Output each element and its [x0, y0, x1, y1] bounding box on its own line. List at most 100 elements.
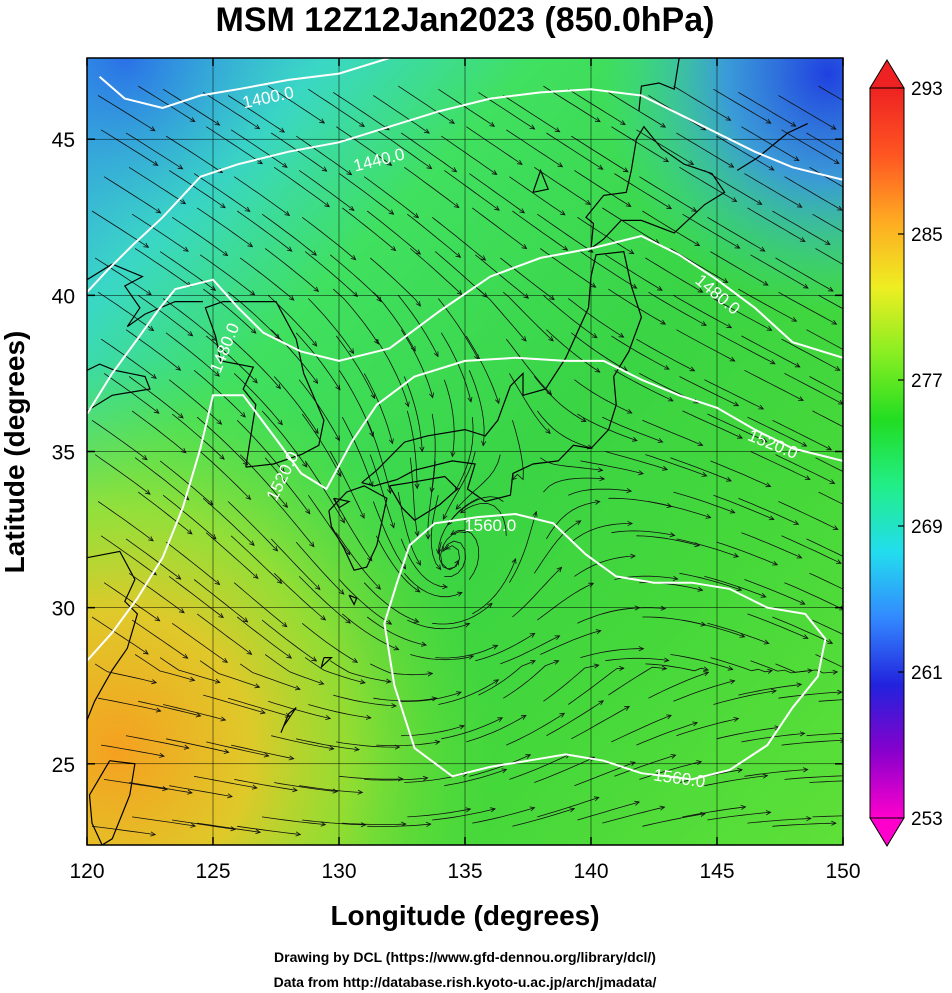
streamline-arrowhead [620, 120, 626, 126]
streamline-arrowhead [433, 351, 439, 358]
streamline [738, 288, 797, 322]
streamline-arrowhead [758, 404, 765, 410]
streamline [100, 129, 159, 166]
streamline [162, 88, 220, 126]
streamline-arrowhead [345, 549, 351, 556]
streamline [369, 257, 421, 307]
streamline-arrowhead [765, 482, 772, 488]
streamline-arrowhead [760, 592, 767, 598]
streamline-arrowhead [525, 754, 532, 759]
streamline-arrowhead [545, 428, 551, 435]
streamline [163, 704, 226, 721]
streamline [304, 657, 365, 684]
streamline [171, 622, 228, 663]
streamline-arrowhead [350, 255, 357, 261]
streamline [338, 370, 374, 437]
streamline-arrowhead [865, 730, 870, 734]
streamline-arrowhead [694, 241, 701, 247]
streamline [301, 216, 356, 261]
streamline [713, 494, 775, 520]
streamline-arrowhead [189, 676, 196, 682]
streamline-arrowhead [511, 474, 517, 481]
streamline-arrowhead [729, 508, 736, 514]
streamline [571, 706, 630, 740]
colorbar-tick-label: 269 [911, 517, 943, 538]
streamline [364, 777, 428, 781]
streamline-arrowhead [190, 822, 197, 828]
streamline [407, 213, 461, 258]
streamline [772, 616, 833, 644]
streamline-arrowhead [729, 356, 736, 362]
streamline [670, 654, 733, 670]
streamline [460, 502, 507, 536]
streamline-arrowhead [313, 378, 319, 385]
streamline-arrowhead [454, 559, 460, 566]
streamline-arrowhead [546, 389, 553, 396]
streamline [438, 679, 499, 705]
streamline [509, 176, 566, 216]
streamline [747, 613, 808, 639]
streamline [97, 501, 154, 542]
streamline [193, 579, 248, 623]
streamline-arrowhead [386, 160, 393, 166]
streamline [546, 700, 604, 737]
streamline [407, 808, 471, 818]
streamline-arrowhead [311, 656, 318, 662]
streamline [233, 582, 288, 628]
streamline-arrowhead [302, 461, 308, 468]
streamline-arrowhead [595, 629, 602, 635]
streamline [738, 92, 796, 127]
streamline [264, 654, 324, 685]
streamline [505, 338, 552, 395]
streamline-arrowhead [425, 534, 431, 540]
streamline-arrowhead [386, 619, 393, 625]
streamline [274, 782, 338, 792]
streamline-arrowhead [254, 683, 261, 689]
streamline-arrowhead [489, 121, 496, 127]
streamline [614, 173, 672, 210]
streamline [299, 785, 363, 793]
streamline-arrowhead [332, 788, 339, 794]
streamline [716, 541, 778, 566]
streamline-arrowhead [726, 323, 733, 329]
coastline [585, 125, 726, 249]
streamline [230, 338, 281, 389]
streamline [806, 538, 843, 557]
streamline-arrowhead [733, 401, 740, 407]
streamline [704, 775, 768, 787]
streamline-arrowhead [309, 541, 315, 548]
streamline-arrowhead [634, 800, 641, 806]
streamline-arrowhead [187, 529, 193, 535]
streamline [267, 491, 315, 547]
streamline-arrowhead [455, 252, 462, 258]
streamline [670, 457, 732, 482]
streamline-arrowhead [790, 121, 797, 127]
streamline-arrowhead [731, 197, 738, 202]
streamline [713, 690, 777, 705]
streamline-arrowhead [590, 282, 597, 288]
streamline [611, 335, 670, 370]
streamline [273, 573, 326, 621]
streamline-arrowhead [211, 335, 218, 342]
streamline [500, 257, 555, 300]
streamline [533, 520, 581, 574]
streamline [100, 338, 157, 379]
streamline [540, 630, 601, 655]
streamline [611, 126, 669, 163]
streamline-arrowhead [321, 166, 328, 172]
streamline [511, 420, 524, 481]
streamline [812, 410, 843, 428]
streamline [206, 741, 269, 757]
streamline-arrowhead [276, 578, 283, 585]
streamline-arrowhead [390, 522, 395, 529]
streamline [713, 298, 772, 331]
streamline [401, 725, 465, 737]
streamline [608, 666, 667, 696]
streamline-arrowhead [187, 789, 193, 795]
streamline [91, 419, 148, 461]
streamline [509, 511, 537, 583]
streamline [574, 761, 636, 787]
streamline [366, 420, 391, 494]
streamline-arrowhead [827, 286, 834, 292]
streamline [506, 712, 565, 746]
